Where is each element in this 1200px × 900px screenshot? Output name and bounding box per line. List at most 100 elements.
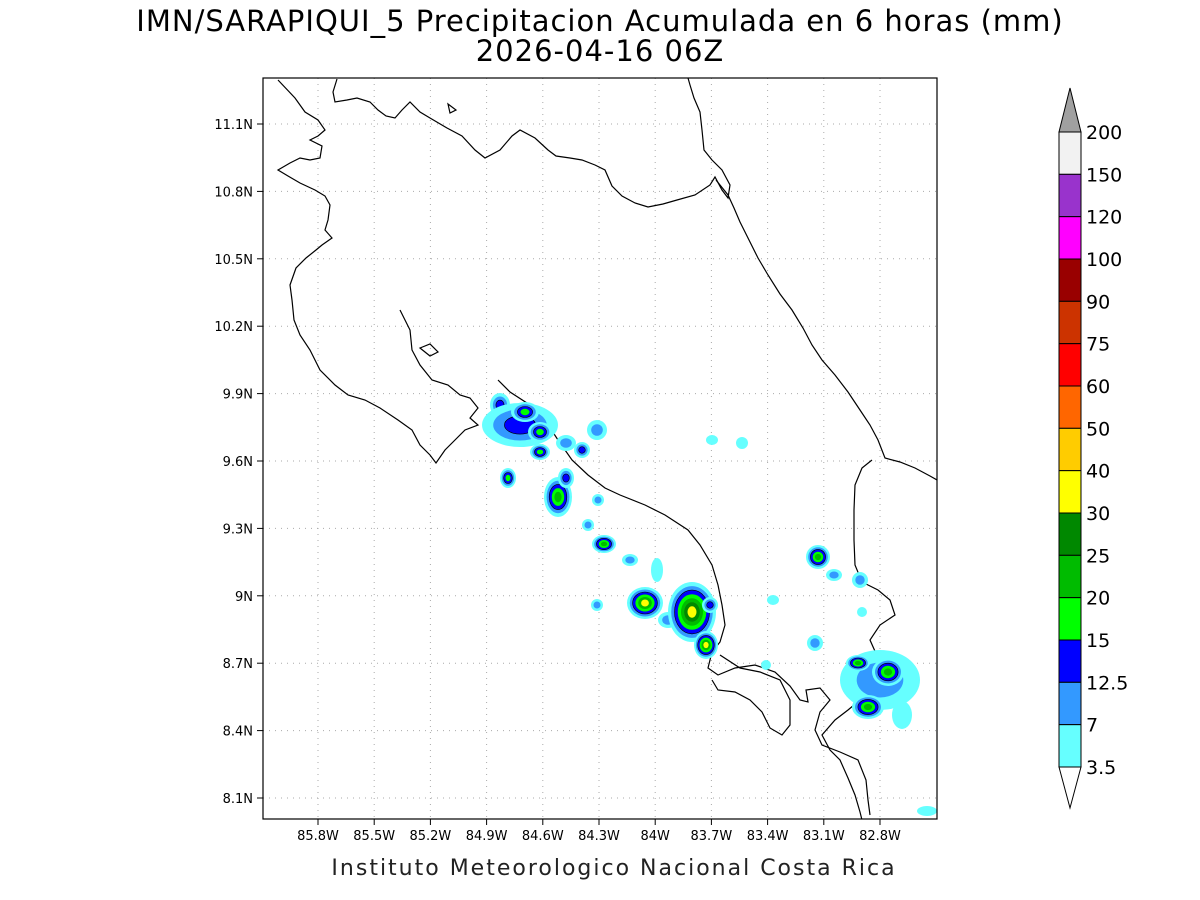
colorbar-label: 75 [1086,334,1110,356]
precip-contour [591,424,603,436]
colorbar-label: 3.5 [1086,757,1116,779]
lake-island [447,102,458,114]
precip-contour [703,641,709,649]
precip-contour [520,408,530,416]
precip-contour [855,575,865,585]
lon-tick-label: 83.7W [690,829,732,844]
precip-contour [505,474,511,482]
precip-contour [594,496,602,504]
colorbar-label: 150 [1086,164,1122,186]
colorbar-swatch [1058,470,1082,514]
precip-contour [857,607,867,617]
plot-frame [262,77,938,820]
precip-contour [706,601,714,609]
lon-tick-label: 83.4W [747,829,789,844]
colorbar-swatch [1058,343,1082,387]
precip-contour [883,668,893,676]
precip-contour [651,558,663,582]
lat-tick-label: 8.4N [223,725,253,740]
precip-contour [536,428,544,436]
lat-tick-label: 8.1N [223,792,253,807]
precip-contour [706,435,718,445]
osa-peninsula [711,654,791,736]
precipitation-field [482,393,937,816]
precip-contour [562,473,570,483]
map-subtitle-date: 2026-04-16 06Z [475,34,725,68]
lon-tick-label: 85.5W [353,829,395,844]
lat-lon-grid [263,78,937,819]
colorbar-over-triangle [1058,87,1082,133]
colorbar-swatch [1058,512,1082,556]
colorbar-label: 7 [1086,715,1098,737]
colorbar-swatch [1058,216,1082,260]
colorbar-label: 200 [1086,122,1122,144]
map-title: IMN/SARAPIQUI_5 Precipitacion Acumulada … [136,4,1064,38]
caribbean-coast [715,179,937,481]
colorbar-label: 100 [1086,249,1122,271]
colorbar-label: 12.5 [1086,672,1128,694]
lon-tick-label: 82.8W [859,829,901,844]
lat-tick-label: 11.1N [214,118,253,133]
colorbar-label: 15 [1086,630,1110,652]
colorbar-legend: 200 150 120 100 90 75 60 50 40 30 25 20 15 12.5 7 3.5 [1058,87,1128,810]
colorbar-swatch [1058,300,1082,345]
colorbar-swatch [1058,724,1082,768]
colorbar-swatch [1058,427,1082,472]
nicoya-island [418,343,440,357]
lat-tick-label: 8.7N [223,657,253,672]
precip-contour [687,606,697,618]
colorbar-label: 30 [1086,503,1110,525]
colorbar-swatch [1058,681,1082,726]
precip-contour [917,806,937,816]
lat-tick-label: 9.3N [223,522,253,537]
colorbar-label: 120 [1086,207,1122,229]
colorbar-label: 40 [1086,461,1110,483]
colorbar-label: 50 [1086,418,1110,440]
lon-tick-label: 85.2W [409,829,451,844]
colorbar-label: 90 [1086,291,1110,313]
pacific-coast-south [497,379,871,816]
colorbar-swatch [1058,639,1082,683]
colorbar-under-triangle [1058,766,1082,810]
colorbar-swatch [1058,385,1082,429]
precip-contour [810,638,820,648]
colorbar-label: 20 [1086,588,1110,610]
panama-border [821,459,896,819]
lon-tick-label: 84.9W [466,829,508,844]
lon-tick-label: 84.6W [522,829,564,844]
lat-tick-label: 10.5N [214,253,253,268]
colorbar-swatch [1058,258,1082,302]
precip-contour [814,553,822,561]
precip-contour [863,703,873,711]
precip-contour [593,601,601,609]
precip-contour [641,599,649,607]
nicaragua-coast [276,79,480,465]
lat-tick-label: 9.9N [223,388,253,403]
precip-contour [560,438,572,448]
lon-tick-label: 85.8W [297,829,339,844]
coastlines [276,78,937,819]
precip-contour [829,571,839,579]
precip-contour [854,660,862,666]
precip-contour [625,556,635,564]
colorbar-swatch [1058,173,1082,218]
colorbar-label: 60 [1086,376,1110,398]
precip-contour [767,595,779,605]
precip-contour [892,701,912,729]
lon-tick-label: 83.1W [803,829,845,844]
precip-contour [736,437,748,449]
lat-tick-label: 9N [235,590,253,605]
lat-tick-label: 10.8N [214,185,253,200]
colorbar-swatch [1058,554,1082,599]
precip-contour [584,521,592,529]
map-axes: 85.8W 85.5W 85.2W 84.9W 84.6W 84.3W 84W 83.7W 83… [214,118,901,844]
nicaragua-lake-shore [332,78,731,208]
precip-contour [761,660,771,670]
colorbar-label: 25 [1086,545,1110,567]
lon-tick-label: 84W [640,829,670,844]
colorbar-swatch [1058,131,1082,175]
precip-contour [600,541,608,547]
lat-tick-label: 9.6N [223,455,253,470]
precip-contour [536,449,544,455]
